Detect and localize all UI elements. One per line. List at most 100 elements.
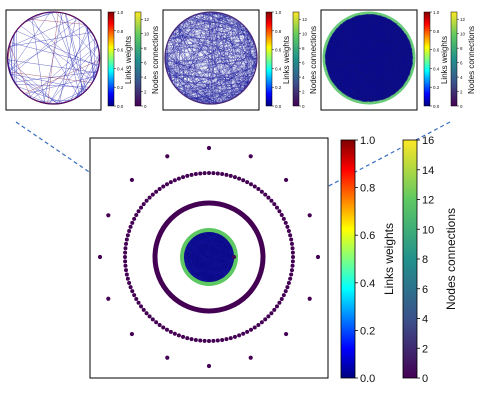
link bbox=[331, 34, 410, 77]
inset-tick-label: 10 bbox=[460, 32, 466, 37]
inset2-link-label: Links weights bbox=[282, 36, 291, 84]
ring-node bbox=[125, 276, 130, 281]
link bbox=[168, 39, 230, 101]
link bbox=[166, 37, 253, 70]
link bbox=[387, 96, 391, 99]
link bbox=[170, 35, 187, 97]
link bbox=[208, 12, 221, 104]
core-link bbox=[187, 243, 234, 263]
ring-node bbox=[279, 213, 284, 217]
ring-node bbox=[168, 180, 173, 185]
core-link bbox=[199, 233, 227, 276]
ring-node bbox=[281, 293, 286, 298]
link bbox=[327, 15, 358, 73]
main-node-colorbar bbox=[402, 139, 418, 379]
ring-node bbox=[161, 184, 166, 189]
link bbox=[10, 18, 78, 76]
ring-node bbox=[285, 224, 290, 229]
inset-tick-label: 0.2 bbox=[275, 85, 282, 90]
inset-tick-label: 12 bbox=[144, 17, 150, 22]
main-tick-label: 16 bbox=[422, 135, 434, 147]
link bbox=[205, 12, 236, 97]
link bbox=[8, 32, 92, 47]
link bbox=[346, 20, 404, 86]
inset-tick-label: 0.8 bbox=[117, 29, 124, 34]
outer-node bbox=[165, 355, 170, 360]
ring-node bbox=[181, 334, 186, 339]
inset-tick-label: 0.8 bbox=[275, 29, 282, 34]
link bbox=[8, 17, 76, 48]
ring-node bbox=[272, 307, 277, 312]
ring-node bbox=[283, 220, 288, 225]
ring-node bbox=[281, 216, 286, 221]
link bbox=[371, 30, 404, 102]
inset3-node-colorbar bbox=[450, 11, 458, 107]
ring-node bbox=[154, 189, 159, 194]
outer-node bbox=[106, 213, 111, 218]
ring-node bbox=[176, 176, 181, 181]
link bbox=[366, 85, 404, 103]
link bbox=[23, 12, 45, 23]
link bbox=[165, 12, 205, 66]
ring-node bbox=[286, 229, 291, 234]
ring-node bbox=[165, 327, 169, 332]
ring-node bbox=[123, 246, 128, 251]
inset-full bbox=[320, 9, 418, 111]
outer-node bbox=[248, 154, 253, 159]
ring-node bbox=[249, 327, 253, 332]
outer-node bbox=[206, 363, 212, 369]
outer-node bbox=[165, 154, 170, 159]
link bbox=[212, 16, 231, 105]
link bbox=[165, 66, 200, 103]
inset-dense-links bbox=[164, 11, 258, 105]
ring-node bbox=[266, 195, 271, 200]
link bbox=[65, 13, 87, 91]
link bbox=[35, 11, 50, 16]
ring-node bbox=[134, 297, 139, 301]
link bbox=[330, 79, 371, 103]
inset-tick-label: 0 bbox=[460, 104, 463, 109]
link bbox=[339, 90, 381, 101]
link bbox=[331, 81, 376, 102]
core-link bbox=[184, 264, 188, 270]
link bbox=[167, 74, 232, 100]
ring-node bbox=[123, 250, 128, 255]
core-link bbox=[189, 241, 221, 280]
inset-tick-label: 8 bbox=[302, 46, 305, 51]
link bbox=[324, 54, 339, 90]
core-link bbox=[189, 240, 232, 246]
link bbox=[15, 84, 90, 88]
link bbox=[367, 13, 390, 97]
ring-node bbox=[290, 263, 295, 268]
link bbox=[243, 62, 257, 91]
link bbox=[10, 42, 100, 66]
core-link bbox=[197, 278, 213, 283]
ring-node bbox=[136, 300, 141, 305]
inset-tick-label: 1.0 bbox=[117, 10, 124, 15]
link bbox=[24, 93, 49, 104]
link bbox=[409, 73, 411, 76]
ring-node bbox=[165, 182, 169, 187]
ring-node bbox=[132, 293, 137, 298]
link bbox=[347, 53, 413, 97]
link bbox=[51, 11, 85, 92]
inset-sparse-links bbox=[7, 11, 100, 105]
link bbox=[31, 17, 79, 97]
link bbox=[324, 58, 364, 102]
link bbox=[211, 11, 241, 94]
ring-node bbox=[259, 320, 264, 325]
ring-node bbox=[241, 331, 246, 336]
link bbox=[177, 82, 250, 90]
link bbox=[237, 20, 257, 68]
link bbox=[328, 39, 387, 99]
inset-tick-label: 0.4 bbox=[117, 66, 124, 71]
ring-node bbox=[123, 255, 127, 259]
link bbox=[15, 30, 18, 85]
inset-tick-label: 12 bbox=[302, 17, 308, 22]
link bbox=[165, 52, 229, 101]
ring-node bbox=[211, 171, 216, 176]
link bbox=[173, 31, 237, 97]
link bbox=[376, 14, 410, 75]
ring-node bbox=[181, 175, 186, 180]
